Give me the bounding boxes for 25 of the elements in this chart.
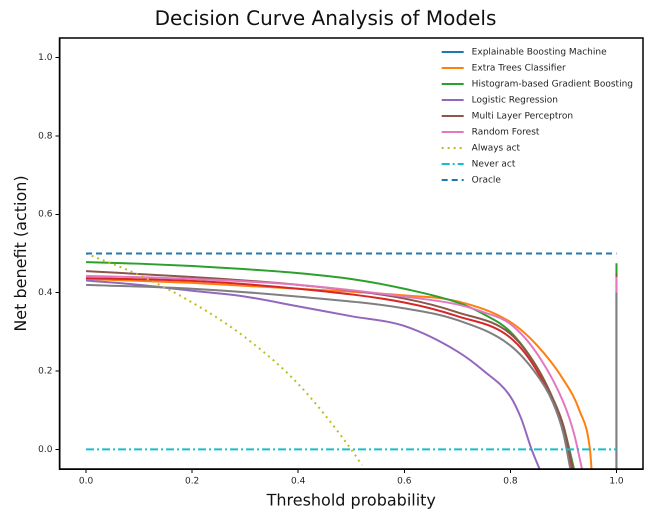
x-tick-label: 0.4 (291, 476, 306, 487)
x-tick-label: 1.0 (609, 476, 624, 487)
chart-title: Decision Curve Analysis of Models (154, 6, 496, 30)
legend-label: Random Forest (472, 127, 540, 138)
y-tick-label: 0.4 (38, 288, 53, 298)
y-tick-label: 0.8 (38, 131, 53, 142)
legend-label: Histogram-based Gradient Boosting (472, 79, 634, 90)
y-tick-label: 0.6 (38, 210, 53, 220)
x-tick-label: 0.0 (78, 476, 94, 487)
x-tick-label: 0.8 (503, 476, 518, 487)
y-tick-label: 1.0 (38, 52, 53, 63)
legend-label: Always act (472, 143, 521, 154)
x-tick-label: 0.2 (184, 476, 200, 487)
legend-label: Explainable Boosting Machine (472, 47, 608, 58)
line-series (85, 252, 363, 466)
x-axis-title: Threshold probability (266, 490, 436, 510)
legend-label: Multi Layer Perceptron (472, 111, 574, 122)
legend-label: Oracle (472, 175, 502, 186)
y-tick-label: 0.2 (38, 366, 53, 376)
legend-label: Logistic Regression (472, 95, 558, 106)
legend-label: Extra Trees Classifier (472, 63, 566, 74)
x-tick-label: 0.6 (397, 476, 412, 487)
legend-label: Never act (472, 159, 516, 170)
y-tick-label: 0.0 (38, 444, 53, 455)
y-axis-title: Net benefit (action) (10, 175, 30, 332)
